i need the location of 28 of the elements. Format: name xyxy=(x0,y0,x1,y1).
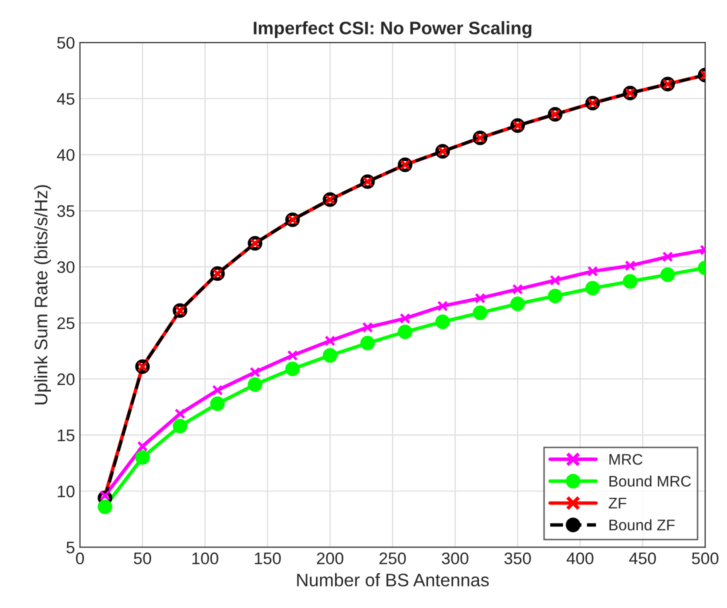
y-tick-label: 10 xyxy=(58,486,74,498)
x-tick-label: 400 xyxy=(566,552,594,564)
y-tick-label: 20 xyxy=(57,373,74,386)
y-tick-label: 45 xyxy=(56,93,74,105)
x-tick-label: 250 xyxy=(380,552,406,564)
x-tick-label: 100 xyxy=(192,552,218,564)
y-tick-label: 15 xyxy=(58,430,74,442)
legend-label: Bound ZF xyxy=(609,519,675,530)
x-tick-label: 300 xyxy=(442,552,468,564)
y-tick-label: 25 xyxy=(57,317,74,330)
y-axis-title: Uplink Sum Rate (bits/s/Hz) xyxy=(34,185,52,404)
y-tick-label: 35 xyxy=(57,205,74,217)
x-tick-label: 500 xyxy=(692,552,718,564)
y-tick-label: 5 xyxy=(66,542,74,554)
x-tick-label: 150 xyxy=(254,552,281,564)
x-tick-label: 0 xyxy=(76,552,84,564)
legend-label: ZF xyxy=(608,498,626,508)
x-tick-label: 450 xyxy=(629,552,656,564)
x-tick-label: 350 xyxy=(504,552,531,564)
y-tick-label: 50 xyxy=(57,36,74,49)
y-tick-label: 30 xyxy=(57,261,74,274)
x-axis-title: Number of BS Antennas xyxy=(297,573,489,586)
x-tick-label: 200 xyxy=(316,552,344,564)
y-tick-label: 40 xyxy=(56,149,74,161)
legend-label: MRC xyxy=(609,454,642,465)
x-tick-label: 50 xyxy=(134,552,152,564)
legend-label: Bound MRC xyxy=(609,475,691,487)
chart-title: Imperfect CSI: No Power Scaling xyxy=(254,21,532,38)
